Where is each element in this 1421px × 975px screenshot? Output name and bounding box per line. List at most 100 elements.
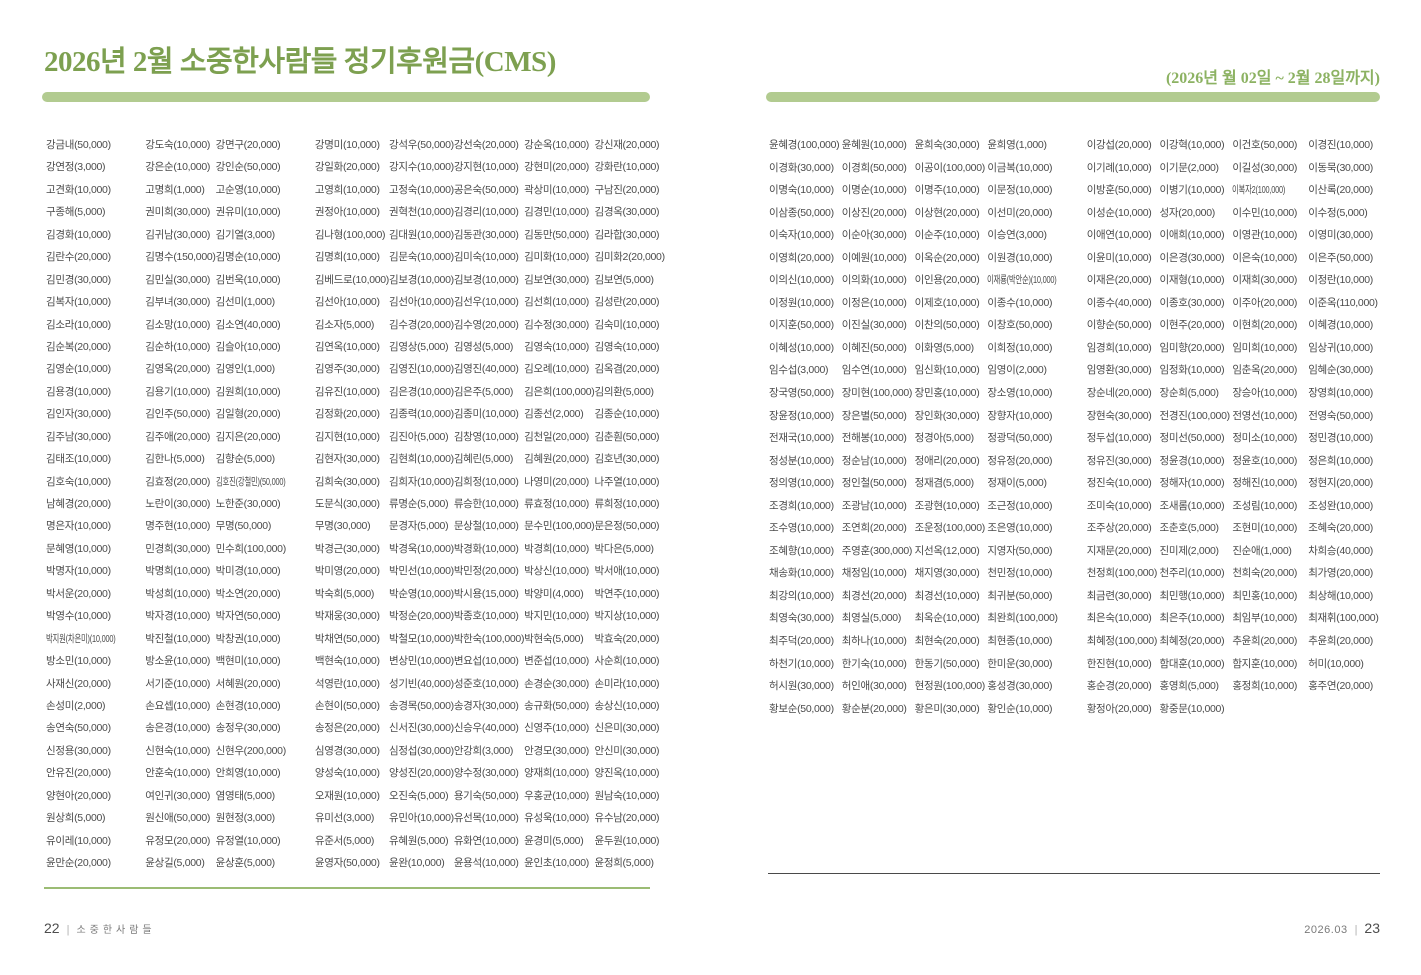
donor-entry: 김은경(10,000) (389, 385, 454, 398)
donor-entry: 심정섭(30,000) (389, 744, 454, 757)
donor-entry: 김선아(10,000) (389, 296, 454, 309)
donor-entry: 김혜원(20,000) (524, 453, 589, 466)
donor-entry: 김한나(5,000) (145, 453, 205, 466)
donor-entry: 공은숙(50,000) (453, 183, 519, 196)
donor-entry: 강화란(10,000) (594, 161, 660, 174)
donor-entry: 장순네(20,000) (1086, 387, 1152, 400)
donor-entry: 정해진(10,000) (1232, 477, 1298, 490)
donor-entry: 이상현(20,000) (914, 206, 980, 219)
donor-entry: 김경화(10,000) (46, 228, 111, 241)
donor-entry: 최영숙(30,000) (769, 612, 834, 625)
donor-entry: 윤희숙(30,000) (914, 139, 980, 151)
donor-entry: 조미숙(10,000) (1086, 499, 1152, 512)
donor-entry: 이인용(20,000) (914, 274, 980, 287)
donor-entry: 강연정(3,000) (46, 161, 106, 174)
donor-entry: 변요섭(10,000) (453, 655, 519, 668)
donor-entry: 이종수(40,000) (1086, 296, 1152, 309)
donor-entry: 김동만(50,000) (524, 228, 589, 241)
donor-entry: 권정아(10,000) (314, 206, 380, 219)
donor-entry: 성자(20,000) (1159, 206, 1216, 219)
donor-entry: 장은별(50,000) (841, 409, 907, 422)
donor-entry: 이화영(5,000) (914, 341, 975, 354)
donor-entry: 권미희(30,000) (145, 206, 211, 219)
donor-entry: 최금련(30,000) (1086, 589, 1152, 602)
donor-entry: 안훈숙(10,000) (145, 767, 211, 780)
donor-entry: 이기례(10,000) (1086, 161, 1152, 174)
donor-entry: 오재원(10,000) (314, 789, 380, 802)
donor-entry: 유혜원(5,000) (389, 834, 449, 847)
footer-left: 22 | 소중한사람들 (44, 920, 156, 938)
donor-entry: 이선미(20,000) (987, 206, 1053, 219)
donor-entry: 황은미(30,000) (914, 702, 980, 715)
donor-entry: 박정순(20,000) (389, 610, 454, 623)
donor-entry: 명주현(10,000) (145, 520, 211, 533)
donor-entry: 최강의(10,000) (769, 589, 834, 602)
donor-entry: 조연희(20,000) (841, 522, 907, 535)
donor-entry: 류명순(5,000) (389, 498, 449, 510)
donor-entry: 김나형(100,000) (314, 228, 386, 241)
donor-entry: 최경선(20,000) (841, 589, 907, 602)
donor-entry: 유정열(10,000) (215, 834, 281, 847)
donor-entry: 문수민(100,000) (524, 520, 595, 533)
donor-entry: 차희승(40,000) (1308, 544, 1373, 557)
donor-entry: 노란이(30,000) (145, 498, 211, 510)
donor-entry: 김귀남(30,000) (145, 228, 211, 241)
donor-entry: 이명숙(10,000) (769, 184, 834, 197)
donor-entry: 정현지(20,000) (1308, 477, 1373, 490)
donor-entry: 권유미(10,000) (215, 206, 281, 219)
donor-entry: 박민정(20,000) (453, 565, 519, 578)
donor-entry: 양성숙(10,000) (314, 767, 380, 780)
donor-entry: 박현숙(5,000) (524, 632, 584, 645)
period-label: (2026년 월 02일 ~ 2월 28일까지) (1165, 70, 1380, 87)
donor-entry: 전재국(10,000) (769, 432, 834, 445)
donor-entry: 김영상(5,000) (389, 340, 449, 353)
donor-entry: 김선희(10,000) (524, 296, 589, 309)
donor-entry: 변준섭(10,000) (524, 655, 589, 668)
donor-entry: 정광덕(50,000) (987, 432, 1053, 445)
donor-entry: 김효정(20,000) (145, 475, 211, 488)
donor-entry: 김소망(10,000) (145, 318, 211, 331)
donor-entry: 최민행(10,000) (1159, 589, 1225, 602)
donor-entry: 김원희(10,000) (215, 385, 281, 398)
donor-entry: 우홍균(10,000) (524, 789, 589, 802)
donor-entry: 진미제(2,000) (1159, 544, 1220, 557)
donor-entry: 김소연(40,000) (215, 318, 281, 331)
donor-entry: 조새롬(10,000) (1159, 499, 1225, 512)
donor-entry: 정인철(50,000) (841, 477, 907, 490)
donor-entry: 김옥겸(20,000) (594, 363, 660, 376)
donor-entry: 김일형(20,000) (215, 408, 281, 421)
donor-entry: 정윤호(10,000) (1232, 454, 1298, 467)
donor-entry: 신은미(30,000) (594, 722, 660, 735)
donor-entry: 홍정희(10,000) (1232, 680, 1298, 693)
donor-entry: 김진아(5,000) (389, 430, 449, 443)
donor-entry: 류승한(10,000) (453, 498, 519, 510)
donor-entry: 임미향(20,000) (1159, 341, 1225, 354)
donor-entry: 박창권(10,000) (215, 632, 281, 645)
donor-entry: 정재이(5,000) (987, 477, 1047, 490)
donor-entry: 이정원(10,000) (769, 296, 834, 309)
donor-entry: 김부녀(30,000) (145, 296, 211, 309)
footer-divider-right: | (1354, 924, 1358, 936)
donor-entry: 임혜순(30,000) (1308, 364, 1373, 377)
donor-entry: 강도숙(10,000) (145, 139, 211, 151)
donor-entry: 이병기(10,000) (1159, 184, 1225, 197)
donor-entry: 나주열(10,000) (594, 475, 660, 488)
donor-entry: 김란수(20,000) (46, 251, 111, 264)
donor-entry: 장국영(50,000) (769, 387, 834, 400)
donor-entry: 박자연(50,000) (215, 610, 281, 623)
donor-entry: 김복자(10,000) (46, 296, 111, 309)
donor-entry: 채정임(10,000) (841, 567, 907, 580)
donor-entry: 이종호(30,000) (1159, 296, 1225, 309)
donor-entry: 채송화(10,000) (769, 567, 834, 580)
donor-entry: 김경민(10,000) (524, 206, 589, 219)
donor-entry: 천희숙(20,000) (1232, 567, 1298, 580)
donor-entry: 박영수(10,000) (46, 610, 111, 623)
donor-entry: 김영인(1,000) (215, 363, 276, 376)
donor-entry: 이현희(20,000) (1232, 319, 1298, 332)
donor-entry: 이순주(10,000) (914, 229, 980, 242)
donor-entry: 조은영(10,000) (987, 522, 1053, 535)
donor-entry: 손성미(2,000) (46, 699, 106, 712)
donor-entry: 최현숙(20,000) (914, 635, 980, 648)
donor-entry: 김호년(30,000) (594, 453, 660, 466)
donor-entry: 최임부(10,000) (1232, 612, 1298, 625)
